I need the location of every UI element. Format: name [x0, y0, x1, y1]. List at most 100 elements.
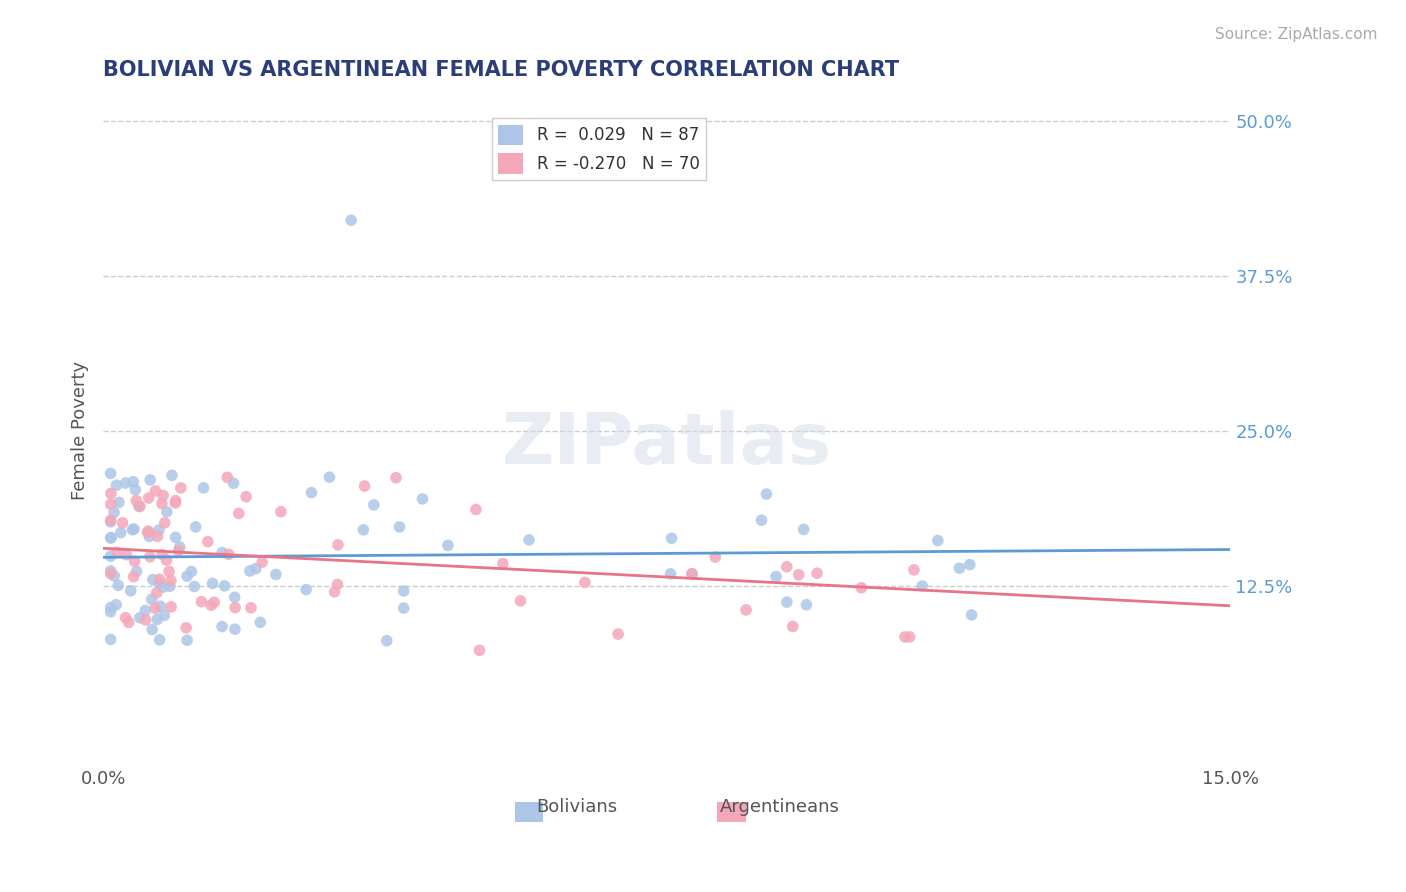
- Point: [392, 601, 415, 615]
- Point: [437, 538, 460, 552]
- Point: [353, 479, 375, 493]
- Point: [270, 505, 292, 519]
- Point: [385, 471, 408, 485]
- Point: [150, 497, 173, 511]
- Point: [139, 473, 162, 487]
- Point: [129, 500, 152, 514]
- Point: [851, 581, 873, 595]
- Point: [170, 481, 193, 495]
- Point: [146, 529, 169, 543]
- Point: [326, 577, 349, 591]
- Point: [125, 493, 148, 508]
- Point: [517, 533, 540, 547]
- Point: [146, 612, 169, 626]
- Point: [145, 586, 167, 600]
- Point: [100, 531, 122, 545]
- Point: [153, 608, 176, 623]
- Point: [136, 524, 159, 538]
- Point: [105, 545, 128, 559]
- Point: [193, 481, 215, 495]
- Point: [143, 601, 166, 615]
- Point: [659, 566, 682, 581]
- Point: [125, 565, 148, 579]
- Point: [735, 603, 758, 617]
- Point: [152, 489, 174, 503]
- Point: [134, 603, 156, 617]
- Point: [105, 478, 128, 492]
- Point: [326, 538, 349, 552]
- Point: [148, 572, 170, 586]
- Point: [100, 467, 122, 481]
- Point: [100, 531, 122, 545]
- Point: [782, 619, 804, 633]
- Point: [148, 523, 170, 537]
- FancyBboxPatch shape: [515, 802, 543, 822]
- FancyBboxPatch shape: [717, 802, 745, 822]
- Point: [155, 553, 177, 567]
- Point: [100, 564, 122, 578]
- Point: [111, 516, 134, 530]
- Point: [218, 547, 240, 561]
- Text: ZIPatlas: ZIPatlas: [502, 409, 832, 479]
- Point: [105, 598, 128, 612]
- Point: [340, 213, 363, 227]
- Point: [214, 579, 236, 593]
- Point: [392, 584, 415, 599]
- Point: [124, 483, 146, 497]
- Point: [107, 578, 129, 592]
- Point: [927, 533, 949, 548]
- Point: [375, 633, 398, 648]
- Point: [796, 598, 818, 612]
- Text: BOLIVIAN VS ARGENTINEAN FEMALE POVERTY CORRELATION CHART: BOLIVIAN VS ARGENTINEAN FEMALE POVERTY C…: [103, 60, 900, 79]
- Point: [153, 516, 176, 530]
- Point: [183, 580, 205, 594]
- Point: [165, 493, 187, 508]
- Point: [411, 491, 433, 506]
- Point: [681, 566, 703, 581]
- Point: [574, 575, 596, 590]
- Point: [903, 563, 925, 577]
- Point: [121, 523, 143, 537]
- Point: [139, 549, 162, 564]
- Point: [222, 476, 245, 491]
- Point: [202, 595, 225, 609]
- Point: [138, 529, 160, 543]
- Point: [103, 569, 125, 583]
- Point: [224, 600, 246, 615]
- Point: [142, 573, 165, 587]
- Point: [100, 486, 122, 500]
- Point: [100, 497, 122, 511]
- Point: [948, 561, 970, 575]
- Text: Source: ZipAtlas.com: Source: ZipAtlas.com: [1215, 27, 1378, 42]
- Point: [201, 576, 224, 591]
- Point: [135, 613, 157, 627]
- Point: [239, 564, 262, 578]
- Point: [235, 490, 257, 504]
- Point: [100, 600, 122, 615]
- Point: [793, 523, 815, 537]
- Point: [211, 619, 233, 633]
- Point: [157, 565, 180, 579]
- Legend: R =  0.029   N = 87, R = -0.270   N = 70: R = 0.029 N = 87, R = -0.270 N = 70: [492, 118, 706, 180]
- Point: [114, 476, 136, 491]
- Point: [176, 569, 198, 583]
- Point: [468, 643, 491, 657]
- Point: [180, 565, 202, 579]
- Point: [295, 582, 318, 597]
- Point: [156, 505, 179, 519]
- Point: [264, 567, 287, 582]
- Point: [960, 607, 983, 622]
- Point: [152, 580, 174, 594]
- Point: [100, 566, 122, 581]
- Point: [100, 549, 122, 563]
- Point: [165, 530, 187, 544]
- Point: [959, 558, 981, 572]
- Text: Bolivians: Bolivians: [536, 798, 617, 816]
- Point: [228, 507, 250, 521]
- Point: [100, 632, 122, 647]
- Point: [145, 483, 167, 498]
- Point: [167, 543, 190, 558]
- Point: [165, 496, 187, 510]
- Point: [776, 559, 799, 574]
- Point: [174, 621, 197, 635]
